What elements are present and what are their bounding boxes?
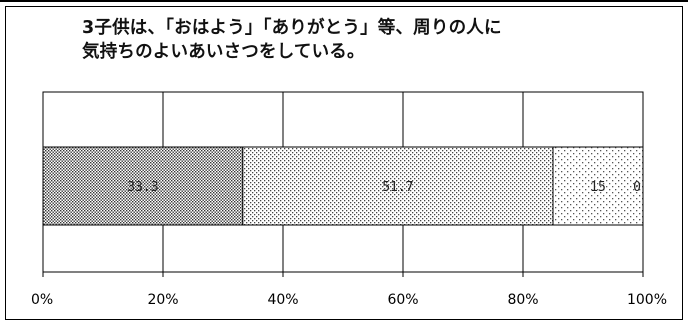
x-tick-label: 60% — [387, 292, 418, 308]
bar-layer — [42, 146, 644, 226]
x-tick-label: 80% — [507, 292, 538, 308]
top-rule — [0, 0, 688, 2]
chart-title-line-2: 気持ちのよいあいさつをしている。 — [82, 42, 365, 62]
data-label-1: 33.3 — [127, 180, 158, 195]
data-label-4: 0 — [633, 180, 641, 195]
x-tick-label: 40% — [267, 292, 298, 308]
x-tick-label: 20% — [147, 292, 178, 308]
data-label-layer: 33.3 51.7 15 0 — [127, 180, 641, 195]
x-tick-label: 100% — [627, 292, 667, 308]
bar-segment-2 — [242, 146, 554, 226]
x-tick-label: 0% — [31, 292, 53, 308]
chart-title: 3子供は、「おはよう」「ありがとう」等、周りの人に 気持ちのよいあいさつをしてい… — [82, 16, 662, 64]
data-label-2: 51.7 — [382, 180, 413, 195]
x-tick-layer: 0% 20% 40% 60% 80% 100% — [31, 292, 667, 308]
data-label-3: 15 — [590, 180, 606, 195]
bar-segment-3 — [552, 146, 644, 226]
chart-title-line-1: 3子供は、「おはよう」「ありがとう」等、周りの人に — [82, 18, 502, 38]
